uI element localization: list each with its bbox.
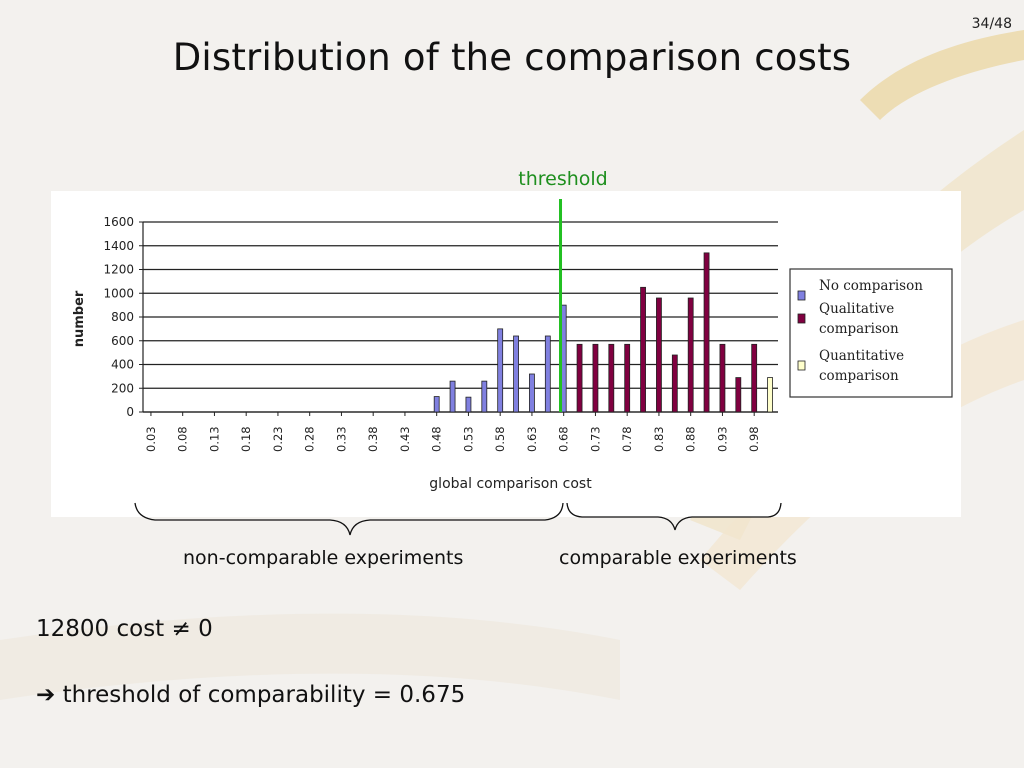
x-tick-label: 0.78 <box>620 426 634 452</box>
x-tick-label: 0.73 <box>588 426 602 452</box>
bar <box>703 252 710 413</box>
cost-count-note: 12800 cost ≠ 0 <box>36 616 213 642</box>
legend-swatch <box>797 360 806 371</box>
x-tick-label: 0.98 <box>747 426 761 452</box>
right-group-brace <box>566 502 782 531</box>
bar <box>671 354 678 413</box>
bar <box>513 335 519 413</box>
legend-box <box>789 268 953 398</box>
threshold-note: ➔ threshold of comparability = 0.675 <box>36 682 465 708</box>
comparable-label: comparable experiments <box>559 547 797 569</box>
x-tick-label: 0.03 <box>144 426 158 452</box>
x-axis-title: global comparison cost <box>429 476 592 492</box>
legend-label: comparison <box>819 368 899 384</box>
x-tick-label: 0.28 <box>303 426 317 452</box>
bar <box>640 286 646 413</box>
threshold-note-text: threshold of comparability = 0.675 <box>62 682 466 708</box>
bar <box>449 380 456 413</box>
bar <box>767 377 773 413</box>
page-number: 34/48 <box>971 16 1012 32</box>
x-tick-label: 0.13 <box>207 426 221 452</box>
x-tick-label: 0.38 <box>366 426 380 452</box>
x-tick-label: 0.63 <box>525 426 539 452</box>
legend-label: comparison <box>819 321 899 337</box>
y-tick-label: 1600 <box>103 215 134 229</box>
legend-label: No comparison <box>819 278 923 294</box>
x-tick-label: 0.53 <box>461 426 475 452</box>
bar <box>576 343 583 413</box>
y-tick-label: 0 <box>126 405 134 419</box>
x-tick-label: 0.43 <box>398 426 412 452</box>
bar-chart: 0 200 400 600 800 1000 1200 1400 1600 0.03 0.08 0.1… <box>72 199 953 492</box>
x-tick-label: 0.88 <box>684 426 698 452</box>
non-comparable-label: non-comparable experiments <box>183 547 464 569</box>
bar <box>481 380 488 413</box>
legend-swatch <box>797 290 806 301</box>
left-group-brace <box>134 502 564 536</box>
x-tick-label: 0.08 <box>176 426 190 452</box>
y-tick-label: 1200 <box>103 263 134 277</box>
legend-swatch <box>797 313 806 324</box>
bar <box>608 343 615 413</box>
legend-label: Qualitative <box>819 301 894 317</box>
x-tick-label: 0.18 <box>239 426 253 452</box>
bar <box>544 335 551 413</box>
y-tick-label: 800 <box>111 310 134 324</box>
slide-title: Distribution of the comparison costs <box>172 36 852 79</box>
y-tick-label: 1400 <box>103 239 134 253</box>
threshold-label: threshold <box>518 168 608 190</box>
bar <box>735 377 742 413</box>
arrow-icon: ➔ <box>36 682 56 708</box>
x-tick-label: 0.68 <box>557 426 571 452</box>
y-tick-label: 400 <box>111 358 134 372</box>
x-tick-label: 0.23 <box>271 426 285 452</box>
y-tick-label: 200 <box>111 381 134 395</box>
x-tick-label: 0.58 <box>493 426 507 452</box>
x-tick-label: 0.83 <box>652 426 666 452</box>
x-tick-label: 0.48 <box>430 426 444 452</box>
y-tick-label: 600 <box>111 334 134 348</box>
chart-panel: 0 200 400 600 800 1000 1200 1400 1600 0.03 0.08 0.1… <box>51 191 961 517</box>
y-tick-label: 1000 <box>103 286 134 300</box>
y-axis-title: number <box>72 290 87 347</box>
x-tick-label: 0.93 <box>715 426 729 452</box>
x-tick-label: 0.33 <box>334 426 348 452</box>
legend-label: Quantitative <box>819 348 904 364</box>
